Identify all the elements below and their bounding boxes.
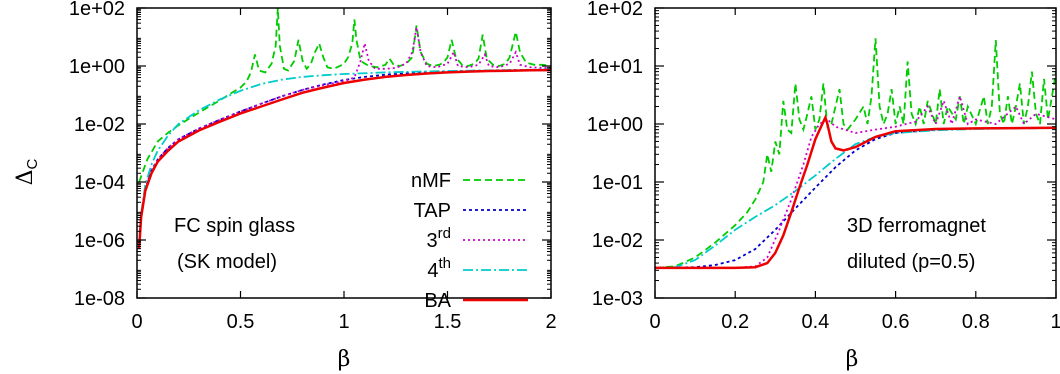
right-y-tick-label: 1e-02 bbox=[592, 230, 643, 252]
left-annotation-line-1: FC spin glass bbox=[174, 215, 295, 237]
right-series-3rd bbox=[655, 93, 1056, 269]
left-y-tick-label: 1e-06 bbox=[74, 230, 125, 252]
panel-left-fc-spin-glass: 0 0.5 1 1.5 21e-081e-061e-041e-021e+001e+02 … bbox=[13, 0, 557, 372]
right-axis-ticks: 0 0.2 0.4 0.6 0.8 1 1e-03 1e-02 1e-01 1e+00 1e+01 1… bbox=[587, 0, 1060, 333]
right-series-tap bbox=[655, 126, 1056, 269]
legend-item-ba: BA bbox=[424, 290, 528, 312]
left-axis-ticks: 0 0.5 1 1.5 2 1e-08 1e-06 1e-04 1e-02 1e+00 1e+02 bbox=[69, 0, 557, 333]
legend-item-3rd: 3rd bbox=[427, 225, 528, 252]
legend-item-tap: TAP bbox=[414, 200, 528, 222]
legend-label: 4th bbox=[427, 255, 451, 282]
legend-label: nMF bbox=[411, 170, 451, 192]
right-series-lines bbox=[655, 38, 1056, 270]
right-x-axis-title: β bbox=[846, 347, 859, 372]
legend-label: 3rd bbox=[427, 225, 451, 252]
left-x-tick-label: 1.5 bbox=[434, 311, 462, 333]
legend-item-4th: 4th bbox=[427, 255, 528, 282]
right-series-4th bbox=[655, 127, 1056, 269]
right-annotation-line-2: diluted (p=0.5) bbox=[847, 251, 975, 273]
left-y-axis-title: ΔC bbox=[13, 158, 41, 185]
left-series-3rd bbox=[138, 26, 551, 249]
legend-label: TAP bbox=[414, 200, 451, 222]
right-x-tick-label: 0.8 bbox=[962, 311, 990, 333]
ylabel-subscript: C bbox=[24, 158, 41, 169]
right-x-tick-label: 1 bbox=[1050, 311, 1060, 333]
left-series-lines bbox=[137, 8, 551, 249]
left-x-tick-label: 2 bbox=[545, 311, 556, 333]
right-series-nmf bbox=[655, 38, 1056, 269]
right-x-tick-label: 0.2 bbox=[721, 311, 749, 333]
left-annotation-line-2: (SK model) bbox=[177, 251, 277, 273]
left-y-tick-label: 1e-08 bbox=[74, 288, 125, 310]
right-series-ba bbox=[655, 113, 1056, 270]
legend-item-nmf: nMF bbox=[411, 170, 528, 192]
left-series-nmf bbox=[138, 8, 551, 183]
right-annotation-line-1: 3D ferromagnet bbox=[847, 215, 986, 237]
left-y-tick-label: 1e+00 bbox=[69, 56, 125, 78]
left-y-tick-label: 1e+02 bbox=[69, 0, 125, 20]
right-y-tick-label: 1e+00 bbox=[587, 114, 643, 136]
left-x-tick-label: 0 bbox=[131, 311, 142, 333]
left-x-tick-label: 0.5 bbox=[227, 311, 255, 333]
legend-label: BA bbox=[424, 290, 451, 312]
left-series-4th bbox=[138, 68, 551, 249]
left-x-axis-title: β bbox=[338, 347, 351, 372]
left-y-tick-label: 1e-02 bbox=[74, 114, 125, 136]
legend: nMF TAP 3rd 4th BA bbox=[411, 170, 528, 312]
left-series-ba bbox=[137, 68, 551, 249]
panel-right-3d-ferromagnet: 0 0.2 0.4 0.6 0.8 1 1e-03 1e-02 1e-01 1e+00 1e+01 1… bbox=[587, 0, 1060, 372]
right-y-tick-label: 1e+01 bbox=[587, 56, 643, 78]
right-y-tick-label: 1e-01 bbox=[592, 172, 643, 194]
right-plot-frame bbox=[654, 7, 1057, 299]
right-annotation: 3D ferromagnet diluted (p=0.5) bbox=[847, 215, 986, 273]
left-y-tick-label: 1e-04 bbox=[74, 172, 125, 194]
right-x-tick-label: 0.4 bbox=[801, 311, 829, 333]
left-x-tick-label: 1 bbox=[338, 311, 349, 333]
left-plot-frame bbox=[136, 7, 552, 299]
right-y-tick-label: 1e+02 bbox=[587, 0, 643, 20]
ylabel-main: Δ bbox=[13, 169, 38, 185]
right-x-tick-label: 0.6 bbox=[882, 311, 910, 333]
right-y-tick-label: 1e-03 bbox=[592, 288, 643, 310]
left-annotation: FC spin glass (SK model) bbox=[174, 215, 295, 273]
right-x-tick-label: 0 bbox=[649, 311, 660, 333]
